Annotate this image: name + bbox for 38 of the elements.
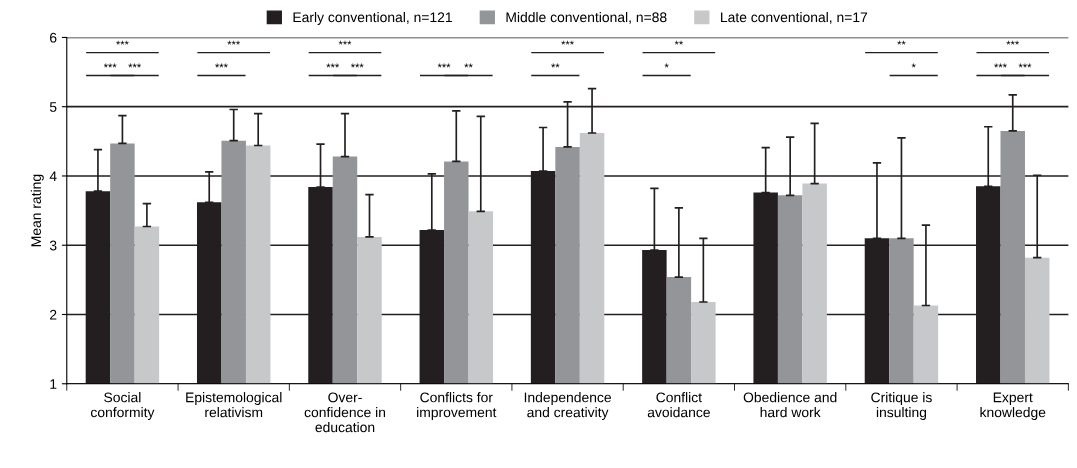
x-tick-label: Critique is insulting bbox=[871, 392, 932, 420]
annotation: *** bbox=[128, 63, 141, 68]
annotation: *** bbox=[1006, 40, 1020, 45]
y-tick-label: 4 bbox=[49, 171, 57, 181]
y-tick-label: 1 bbox=[50, 379, 57, 389]
x-tick-label: Social conformity bbox=[90, 392, 155, 420]
annotation: *** bbox=[326, 63, 340, 68]
annotation: ** bbox=[897, 40, 906, 45]
x-tick-label: Independence and creativity bbox=[524, 392, 611, 420]
annotation: * bbox=[664, 63, 669, 68]
annotation: *** bbox=[561, 40, 574, 45]
y-tick-label: 2 bbox=[50, 309, 57, 320]
annotation: *** bbox=[215, 63, 228, 68]
annotation: ** bbox=[464, 63, 473, 68]
annotation: *** bbox=[1018, 63, 1032, 68]
legend-label: Late conventional, n=17 bbox=[721, 11, 868, 24]
x-tick-label: Epistemological relativism bbox=[186, 392, 282, 418]
annotation: *** bbox=[994, 63, 1007, 68]
legend-label: Early conventional, n=121 bbox=[293, 11, 452, 25]
y-tick-label: 6 bbox=[50, 32, 57, 43]
x-tick-label: Conflict avoidance bbox=[647, 392, 710, 418]
annotation: * bbox=[911, 63, 916, 68]
x-tick-label: Expert knowledge bbox=[980, 392, 1046, 420]
x-tick-label: Obedience and hard work bbox=[743, 392, 837, 418]
y-axis-title: Mean rating bbox=[30, 174, 44, 247]
x-tick-label: Conflicts for improvement bbox=[417, 392, 497, 420]
annotation: ** bbox=[551, 63, 560, 68]
annotation: ** bbox=[674, 40, 684, 45]
annotation: *** bbox=[350, 63, 364, 68]
annotation: *** bbox=[437, 63, 451, 68]
annotation: *** bbox=[103, 63, 117, 68]
annotation: *** bbox=[116, 40, 129, 45]
y-tick-label: 3 bbox=[49, 240, 57, 251]
x-tick-label: Over- confidence in education bbox=[304, 392, 386, 433]
annotation: *** bbox=[338, 40, 352, 45]
legend-label: Middle conventional, n=88 bbox=[506, 11, 667, 24]
annotation: *** bbox=[227, 40, 241, 45]
y-tick-label: 5 bbox=[49, 102, 57, 112]
